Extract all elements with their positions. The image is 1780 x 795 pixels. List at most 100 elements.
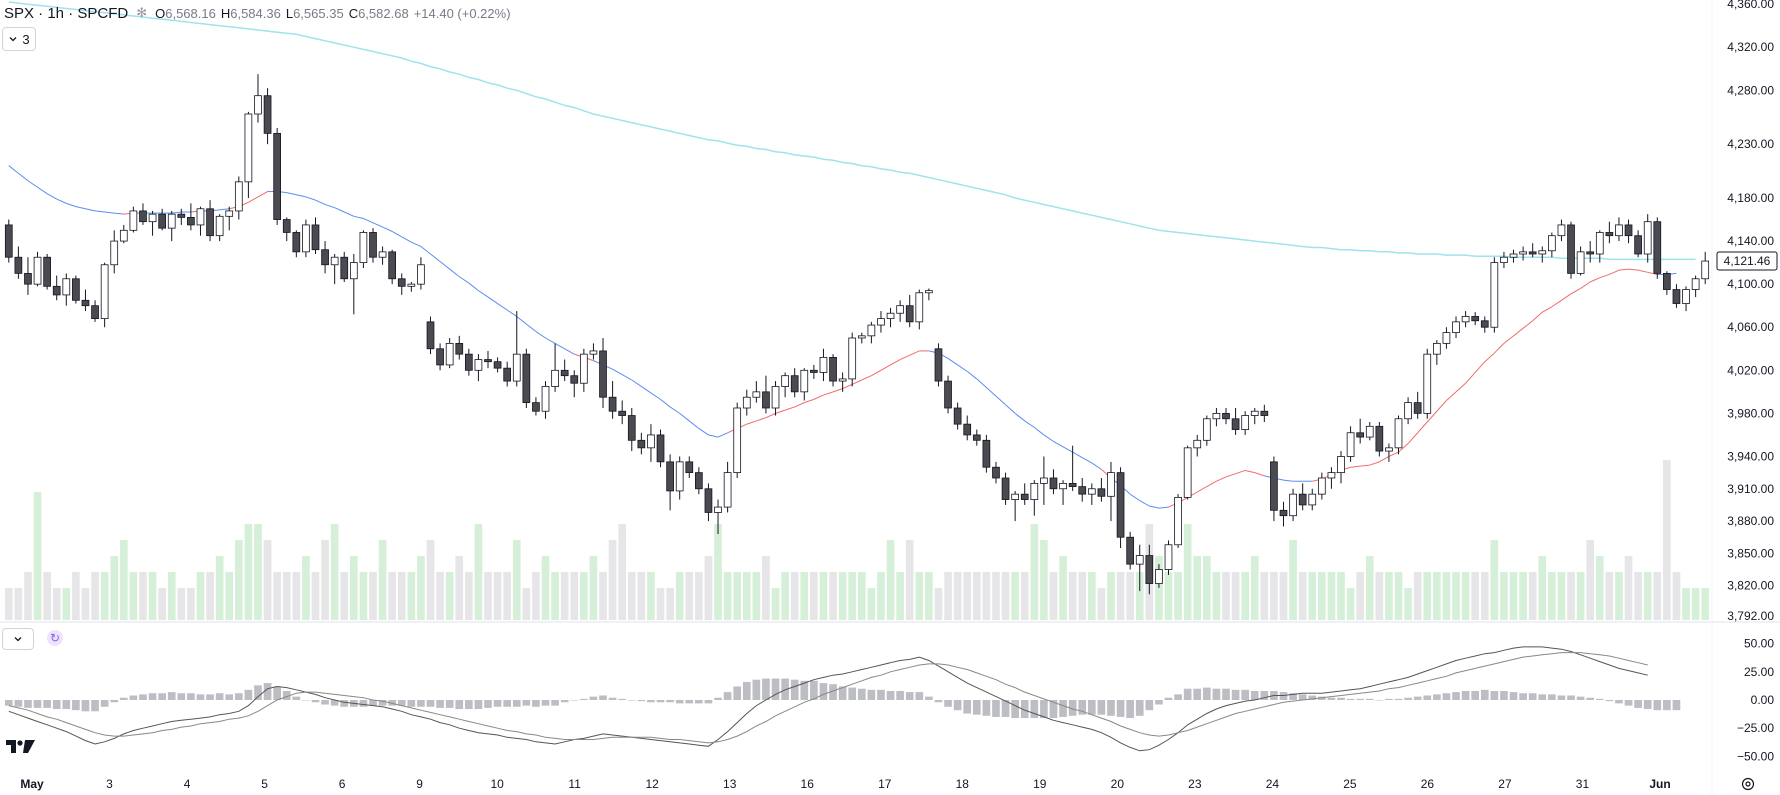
volume-bar [1643, 572, 1652, 620]
volume-bar [273, 572, 281, 620]
candle-body [1663, 272, 1671, 290]
macd-histogram-bar [953, 700, 962, 711]
fast-ma-segment [957, 364, 968, 372]
candle-body [1078, 486, 1087, 495]
candle-body [925, 290, 933, 294]
fast-ma-segment [1139, 500, 1150, 507]
fast-ma-segment [1493, 343, 1505, 354]
snowflake-icon: ✻ [136, 5, 148, 20]
macd-histogram-bar [618, 698, 627, 700]
time-tick-label: 19 [1033, 777, 1047, 791]
fast-ma-segment [660, 398, 671, 408]
candle-body [1413, 402, 1422, 414]
fast-ma-segment [1379, 456, 1390, 463]
fast-ma-segment [66, 202, 77, 208]
refresh-icon[interactable]: ↻ [47, 630, 63, 646]
volume-bar [417, 556, 425, 620]
volume-bar [455, 556, 464, 620]
time-tick-label: 3 [106, 777, 113, 791]
volume-bar [1538, 556, 1547, 620]
volume-bar [1241, 572, 1249, 620]
candle-body [589, 350, 598, 355]
macd-histogram-bar [254, 685, 262, 700]
macd-tick-label: −50.00 [1737, 749, 1774, 763]
candle-body [972, 434, 981, 441]
volume-bar [1385, 572, 1393, 620]
last-price-box [1716, 251, 1778, 271]
fast-ma-segment [621, 374, 633, 381]
price-tick-label: 3,820.00 [1727, 579, 1774, 593]
volume-bar [465, 572, 473, 620]
candle-body [14, 256, 23, 274]
settings-gear-icon[interactable] [1740, 776, 1756, 792]
candle-body [388, 251, 397, 280]
macd-pane-toggle-button[interactable] [2, 628, 34, 650]
time-tick-label: 25 [1343, 777, 1357, 791]
price-axis[interactable]: 4,360.00 4,320.00 4,280.00 4,230.00 4,180.00… [1727, 0, 1774, 623]
macd-histogram-bar [474, 700, 483, 710]
macd-histogram-bar [704, 700, 713, 704]
tradingview-logo[interactable] [6, 738, 36, 754]
candle-body [1394, 418, 1403, 449]
macd-histogram-bar [359, 700, 368, 707]
volume-bar [522, 588, 531, 620]
fast-ma-segment [1647, 271, 1658, 275]
candle-body [1576, 251, 1585, 274]
fast-ma-segment [1455, 382, 1466, 393]
indicators-toggle-button[interactable]: 3 [2, 27, 36, 51]
symbol-title[interactable]: SPX · 1h · SPCFD [4, 4, 129, 22]
volume-bar [177, 588, 186, 620]
macd-histogram-bar [177, 693, 186, 700]
volume-bar [254, 524, 262, 620]
candle-body [100, 264, 109, 320]
candle-body [1068, 482, 1077, 488]
volume-bar [330, 524, 339, 620]
candle-body [781, 375, 789, 387]
fast-ma-segment [506, 309, 518, 317]
volume-bar [1212, 572, 1221, 620]
macd-histogram-bar [1145, 700, 1154, 711]
macd-histogram-bar [963, 700, 972, 714]
time-tick-label: 13 [723, 777, 737, 791]
time-axis[interactable]: May 3 4 5 6 9 10 11 12 13 16 17 18 19 20 23 24 25 26 27 31 Ju… [20, 777, 1670, 791]
candle-body [72, 278, 80, 301]
macd-histogram-bar [551, 700, 559, 706]
volume-bar [541, 556, 550, 620]
fast-ma-segment [1618, 268, 1629, 271]
volume-bar [1126, 572, 1134, 620]
macd-histogram-bar [1308, 695, 1317, 700]
fast-ma-segment [1283, 479, 1294, 482]
time-tick-label: 10 [490, 777, 504, 791]
candle-body [1250, 410, 1259, 416]
fast-ma-segment [861, 375, 872, 381]
close-label: C [348, 5, 359, 21]
volume-bar [167, 572, 176, 620]
macd-histogram-bar [1413, 696, 1422, 700]
candle-body [52, 285, 61, 296]
volume-bar [848, 572, 857, 620]
macd-histogram-bar [1576, 696, 1585, 700]
macd-histogram-bar [1318, 696, 1326, 700]
candle-body [944, 380, 952, 409]
macd-histogram-bar [934, 700, 943, 703]
candle-body [292, 232, 301, 253]
candle-body [24, 272, 32, 285]
fast-ma-segment [756, 417, 767, 422]
signal-line [8, 652, 1648, 744]
candle-body [1001, 477, 1010, 500]
fast-ma-segment [1628, 268, 1639, 271]
macd-histogram-bar [1394, 698, 1403, 700]
time-tick-label: 11 [568, 777, 581, 791]
fast-ma-segment [909, 350, 920, 356]
symbol-header: SPX · 1h · SPCFD ✻ O 6,568.16 H 6,584.36 L… [4, 2, 511, 24]
volume-bar [1653, 572, 1662, 620]
macd-axis[interactable]: 50.00 25.00 0.00 −25.00 −50.00 [1737, 637, 1774, 764]
fast-ma-segment [391, 230, 402, 238]
fast-ma-segment [1407, 432, 1419, 444]
macd-histogram-bar [695, 700, 703, 704]
fast-ma-segment [8, 165, 19, 174]
fast-ma-segment [1225, 473, 1236, 478]
fast-ma-segment [1216, 476, 1227, 482]
macd-histogram-bar [1365, 698, 1374, 700]
